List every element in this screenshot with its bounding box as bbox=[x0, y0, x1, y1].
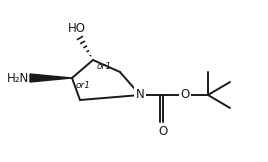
Text: or1: or1 bbox=[97, 62, 112, 71]
Text: H₂N: H₂N bbox=[7, 71, 29, 85]
Text: O: O bbox=[158, 125, 168, 138]
Text: or1: or1 bbox=[76, 81, 91, 90]
Text: N: N bbox=[136, 88, 144, 102]
Polygon shape bbox=[30, 74, 72, 82]
Text: HO: HO bbox=[68, 22, 86, 35]
Text: O: O bbox=[180, 87, 190, 100]
